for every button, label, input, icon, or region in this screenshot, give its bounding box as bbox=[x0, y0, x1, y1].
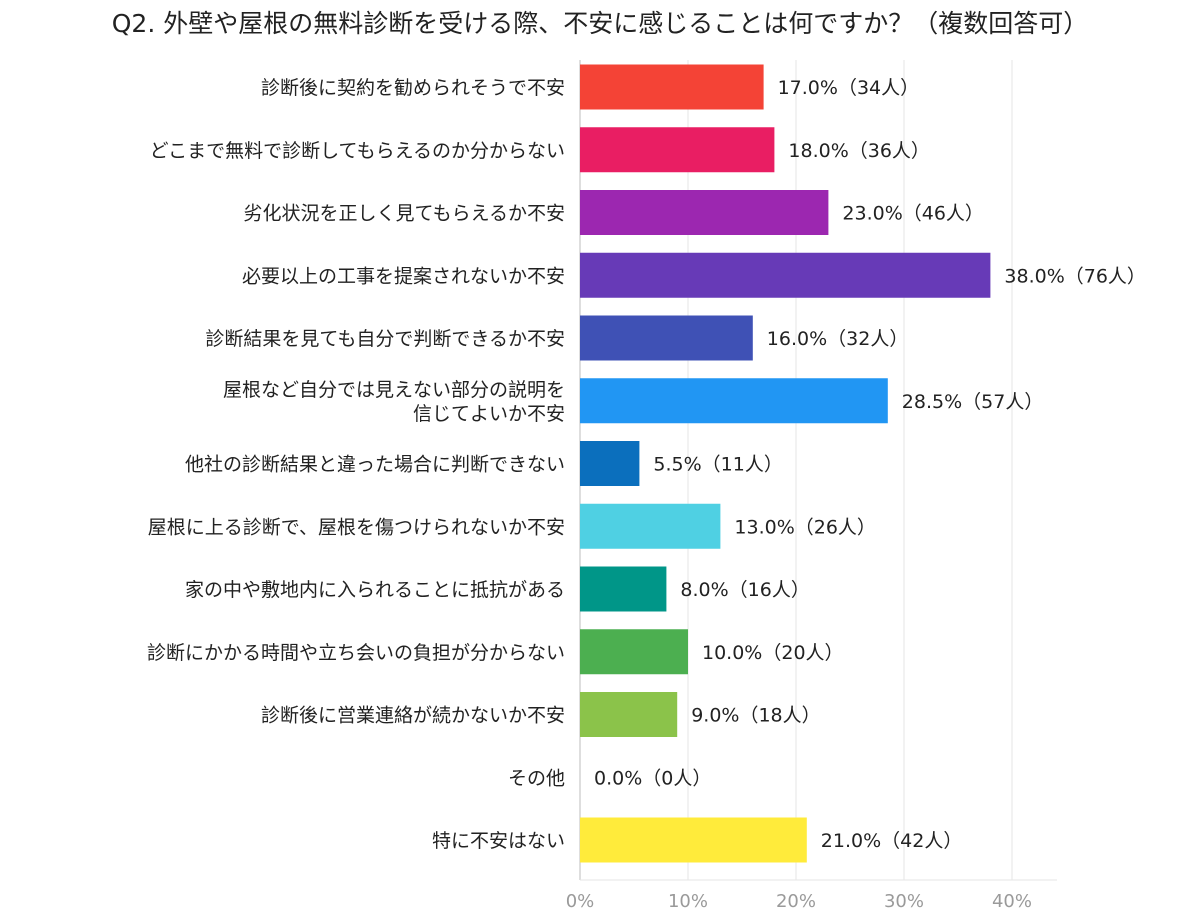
bar bbox=[580, 566, 667, 612]
bar bbox=[580, 190, 829, 235]
x-tick-label: 30% bbox=[884, 891, 924, 912]
value-label: 17.0%（34人） bbox=[778, 77, 920, 99]
category-label: 必要以上の工事を提案されないか不安 bbox=[242, 265, 565, 287]
bar bbox=[580, 127, 775, 173]
category-label: 劣化状況を正しく見てもらえるか不安 bbox=[244, 203, 565, 225]
category-label: その他 bbox=[508, 767, 565, 789]
category-label: どこまで無料で診断してもらえるのか分からない bbox=[150, 140, 565, 162]
chart-title: Q2. 外壁や屋根の無料診断を受ける際、不安に感じることは何ですか？（複数回答可… bbox=[111, 9, 1089, 38]
bar bbox=[580, 315, 753, 361]
x-tick-label: 10% bbox=[668, 891, 708, 912]
category-labels: 診断後に契約を勧められそうで不安どこまで無料で診断してもらえるのか分からない劣化… bbox=[147, 77, 565, 852]
bar bbox=[580, 817, 807, 863]
category-label: 他社の診断結果と違った場合に判断できない bbox=[185, 454, 565, 476]
category-label: 診断後に営業連絡が続かないか不安 bbox=[261, 705, 565, 727]
bar bbox=[580, 64, 764, 110]
bar bbox=[580, 692, 678, 737]
bar bbox=[580, 378, 888, 424]
value-labels: 17.0%（34人） 18.0%（36人） 23.0%（46人） 38.0%（76人）… bbox=[594, 77, 1146, 852]
category-label: 診断にかかる時間や立ち会いの負担が分からない bbox=[147, 642, 565, 664]
category-label: 屋根など自分では見えない部分の説明を bbox=[223, 379, 565, 401]
value-label: 8.0%（16人） bbox=[680, 579, 809, 601]
value-label: 21.0%（42人） bbox=[821, 830, 963, 852]
value-label: 18.0%（36人） bbox=[788, 140, 930, 162]
value-label: 38.0%（76人） bbox=[1004, 265, 1146, 287]
bar bbox=[580, 252, 991, 298]
value-label: 9.0%（18人） bbox=[691, 705, 820, 727]
category-label: 特に不安はない bbox=[432, 830, 565, 852]
x-tick-label: 0% bbox=[566, 891, 595, 912]
value-label: 0.0%（0人） bbox=[594, 767, 711, 789]
category-label: 診断結果を見ても自分で判断できるか不安 bbox=[205, 328, 565, 350]
bar bbox=[580, 629, 688, 675]
category-label: 家の中や敷地内に入られることに抵抗がある bbox=[185, 579, 565, 601]
bar bbox=[580, 441, 640, 486]
x-tick-label: 40% bbox=[992, 891, 1032, 912]
value-label: 23.0%（46人） bbox=[842, 203, 984, 225]
category-label: 診断後に契約を勧められそうで不安 bbox=[261, 77, 565, 99]
category-label: 屋根に上る診断で、屋根を傷つけられないか不安 bbox=[148, 516, 565, 538]
value-label: 13.0%（26人） bbox=[734, 516, 876, 538]
category-label: 信じてよいか不安 bbox=[413, 403, 565, 425]
x-axis-ticks: 0% 10% 20% 30% 40% bbox=[566, 891, 1032, 912]
value-label: 16.0%（32人） bbox=[767, 328, 909, 350]
x-tick-label: 20% bbox=[776, 891, 816, 912]
value-label: 10.0%（20人） bbox=[702, 642, 844, 664]
bar bbox=[580, 503, 721, 549]
value-label: 28.5%（57人） bbox=[902, 391, 1044, 413]
bars bbox=[580, 64, 991, 863]
value-label: 5.5%（11人） bbox=[653, 454, 782, 476]
grid-lines bbox=[579, 60, 1057, 881]
